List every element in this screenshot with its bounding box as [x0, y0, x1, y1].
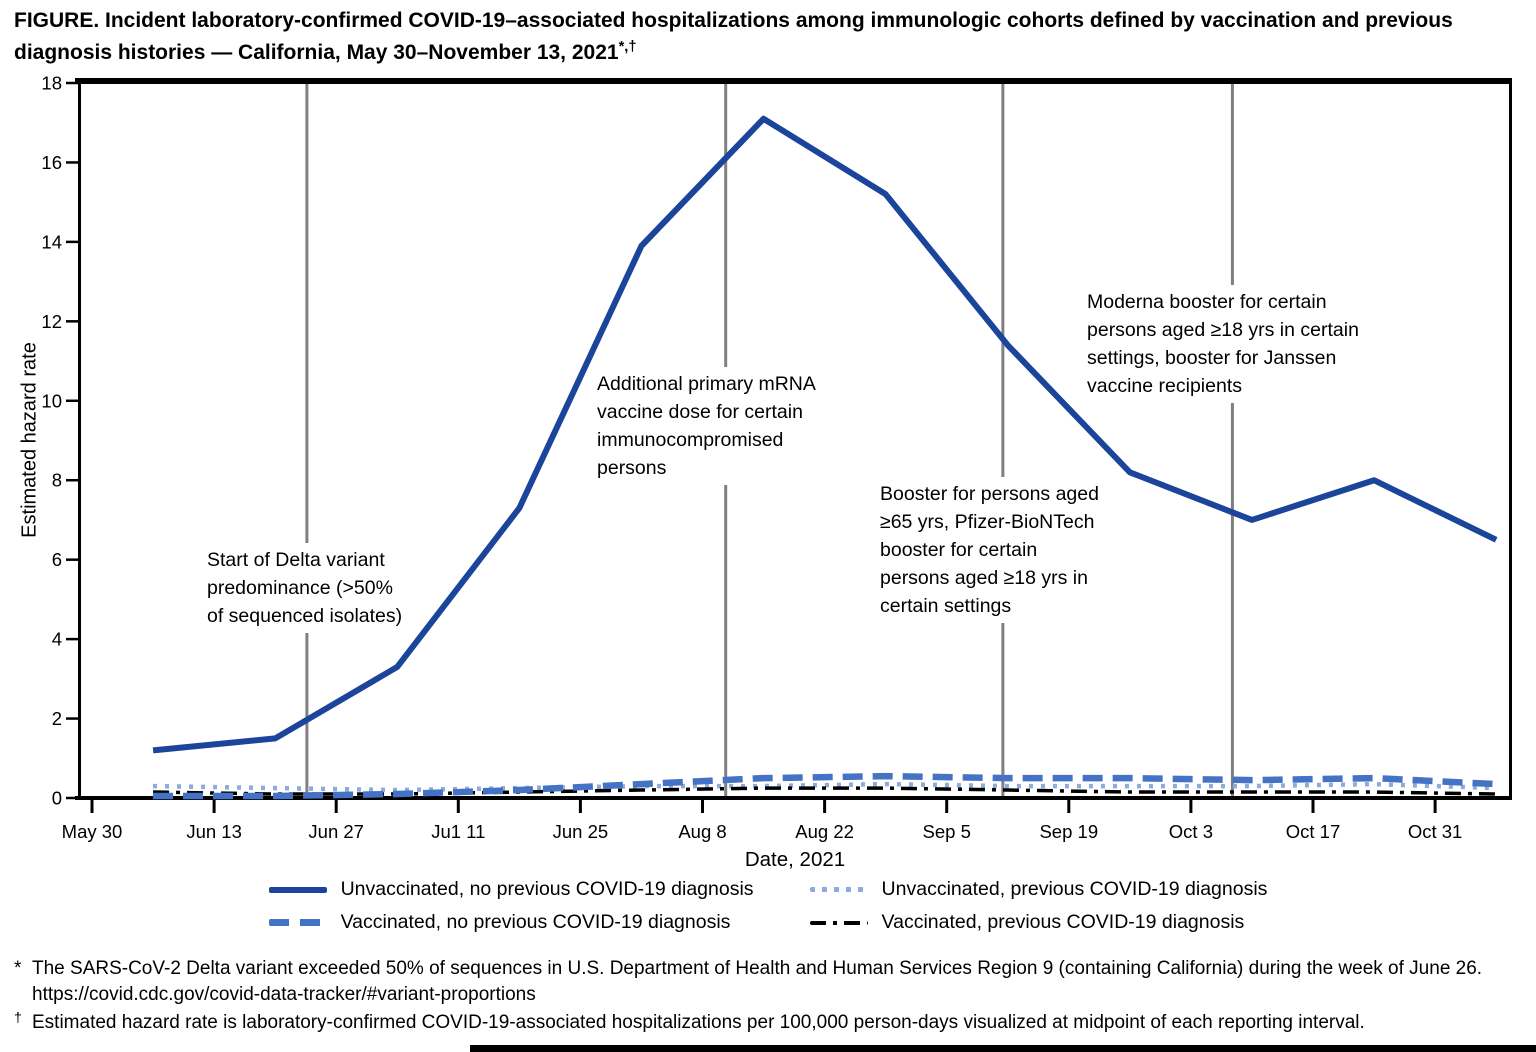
figure-title-footnote-marks: *,† — [618, 39, 637, 55]
svg-text:10: 10 — [41, 390, 62, 411]
legend-sample-dotted-line-icon — [809, 887, 868, 892]
footnotes: * The SARS-CoV-2 Delta variant exceeded … — [14, 956, 1520, 1038]
legend-label: Vaccinated, previous COVID-19 diagnosis — [881, 911, 1245, 933]
svg-text:Sep 5: Sep 5 — [923, 821, 971, 842]
svg-text:Oct 31: Oct 31 — [1408, 821, 1463, 842]
annotation-booster-65: Booster for persons aged ≥65 yrs, Pfizer… — [874, 477, 1105, 623]
legend-item-unvaccinated-no-previous: Unvaccinated, no previous COVID-19 diagn… — [268, 878, 754, 901]
footnote-asterisk-text: The SARS-CoV-2 Delta variant exceeded 50… — [32, 958, 1493, 1005]
svg-text:Date, 2021: Date, 2021 — [745, 848, 845, 871]
annotation-additional-primary-dose: Additional primary mRNA vaccine dose for… — [591, 367, 822, 485]
svg-text:8: 8 — [52, 470, 62, 491]
svg-text:Aug 8: Aug 8 — [678, 821, 726, 842]
legend-sample-dashdot-line-icon — [809, 920, 868, 925]
svg-text:Ju1 11: Ju1 11 — [431, 821, 485, 842]
legend-item-unvaccinated-previous: Unvaccinated, previous COVID-19 diagnosi… — [809, 878, 1268, 901]
legend-column-right: Unvaccinated, previous COVID-19 diagnosi… — [809, 878, 1268, 934]
svg-text:Jun 25: Jun 25 — [553, 821, 609, 842]
y-axis-title: Estimated hazard rate — [18, 342, 41, 538]
chart-legend: Unvaccinated, no previous COVID-19 diagn… — [0, 878, 1536, 934]
legend-column-left: Unvaccinated, no previous COVID-19 diagn… — [268, 878, 754, 934]
svg-text:Oct 3: Oct 3 — [1169, 821, 1213, 842]
legend-label: Unvaccinated, no previous COVID-19 diagn… — [340, 878, 754, 900]
svg-text:Jun 27: Jun 27 — [308, 821, 364, 842]
legend-item-vaccinated-no-previous: Vaccinated, no previous COVID-19 diagnos… — [268, 911, 754, 934]
legend-label: Vaccinated, no previous COVID-19 diagnos… — [340, 911, 731, 933]
legend-item-vaccinated-previous: Vaccinated, previous COVID-19 diagnosis — [809, 911, 1268, 934]
legend-sample-dashed-line-icon — [268, 919, 327, 926]
footnote-dagger: † Estimated hazard rate is laboratory-co… — [14, 1010, 1520, 1036]
chart-canvas: 0 2 4 6 8 10 12 14 16 18 May 30 Jun 13 Jun 27 Ju1 11 J… — [41, 73, 1512, 871]
annotation-delta-predominance: Start of Delta variant predominance (>50… — [201, 543, 409, 633]
svg-text:0: 0 — [52, 788, 62, 809]
figure-title-text: FIGURE. Incident laboratory-confirmed CO… — [14, 9, 1453, 64]
figure-title: FIGURE. Incident laboratory-confirmed CO… — [14, 8, 1526, 66]
svg-text:Jun 13: Jun 13 — [186, 821, 242, 842]
legend-label: Unvaccinated, previous COVID-19 diagnosi… — [881, 878, 1268, 900]
svg-text:May 30: May 30 — [62, 821, 123, 842]
svg-text:2: 2 — [52, 708, 62, 729]
svg-text:4: 4 — [52, 629, 62, 650]
svg-text:Aug 22: Aug 22 — [795, 821, 854, 842]
svg-text:Oct 17: Oct 17 — [1286, 821, 1341, 842]
legend-sample-solid-line-icon — [268, 886, 327, 893]
svg-text:12: 12 — [41, 311, 62, 332]
footnote-asterisk: * The SARS-CoV-2 Delta variant exceeded … — [14, 956, 1520, 1008]
svg-text:Sep 19: Sep 19 — [1039, 821, 1098, 842]
svg-text:14: 14 — [41, 231, 62, 252]
svg-text:16: 16 — [41, 152, 62, 173]
svg-text:6: 6 — [52, 549, 62, 570]
footnote-asterisk-marker: * — [14, 958, 22, 979]
bottom-edge-bar — [470, 1045, 1536, 1052]
svg-text:18: 18 — [41, 73, 62, 94]
annotation-moderna-janssen-booster: Moderna booster for certain persons aged… — [1081, 285, 1365, 403]
footnote-dagger-marker: † — [14, 1010, 22, 1026]
footnote-dagger-text: Estimated hazard rate is laboratory-conf… — [32, 1012, 1365, 1033]
